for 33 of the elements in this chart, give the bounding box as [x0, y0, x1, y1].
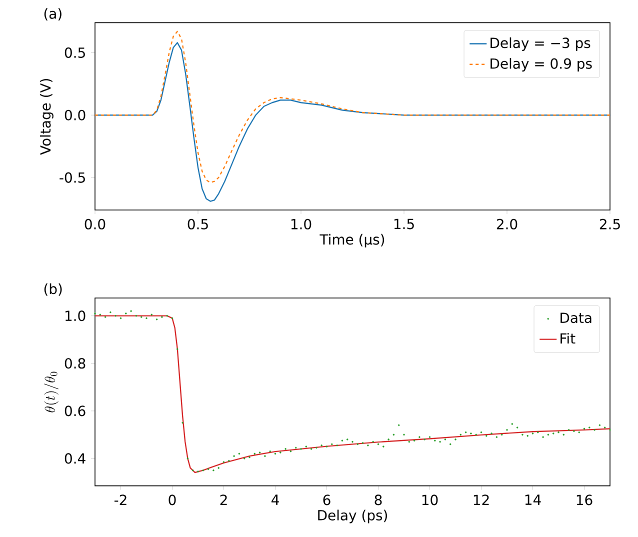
y-tick-label: 0.8 [64, 358, 86, 369]
x-tick-label: 0.0 [84, 218, 106, 230]
x-tick-label: 10 [422, 494, 438, 506]
y-axis-title: Voltage (V) [40, 78, 54, 155]
x-tick-label: -2 [114, 494, 126, 505]
y-tick-label: 0.6 [64, 406, 86, 416]
x-tick-label: 2.5 [600, 218, 620, 230]
y-axis-title: $\theta(t)/\theta_0$ [44, 372, 58, 412]
y-tick-label: 0.4 [64, 453, 86, 464]
x-tick-label: 14 [525, 494, 541, 505]
x-tick-label: 2.0 [496, 218, 518, 230]
x-tick-label: 1.0 [291, 218, 312, 230]
x-axis-title: Delay (ps) [318, 510, 388, 524]
y-tick-label: 0.0 [64, 110, 86, 120]
legend-label: Delay = 0.9 ps [490, 58, 592, 72]
legend-label: Data [560, 312, 592, 324]
x-tick-label: 2 [220, 494, 227, 505]
y-tick-label: 1.0 [66, 310, 86, 322]
text: (b) [44, 283, 62, 296]
x-tick-label: 8 [374, 494, 382, 506]
legend-label: Delay = −3 ps [490, 37, 590, 51]
x-tick-label: 0.5 [188, 218, 208, 230]
y-tick-label: -0.5 [60, 172, 85, 183]
text: (a) [44, 8, 62, 21]
x-tick-label: 16 [576, 494, 592, 506]
x-tick-label: 6 [323, 494, 330, 506]
legend-label: Fit [560, 332, 576, 344]
x-tick-label: 12 [474, 494, 489, 505]
x-tick-label: 4 [272, 494, 279, 505]
x-tick-label: 0 [168, 494, 176, 506]
x-tick-label: 1.5 [394, 218, 414, 230]
y-tick-label: 0.5 [64, 47, 85, 58]
x-axis-title: Time (µs) [320, 234, 384, 248]
